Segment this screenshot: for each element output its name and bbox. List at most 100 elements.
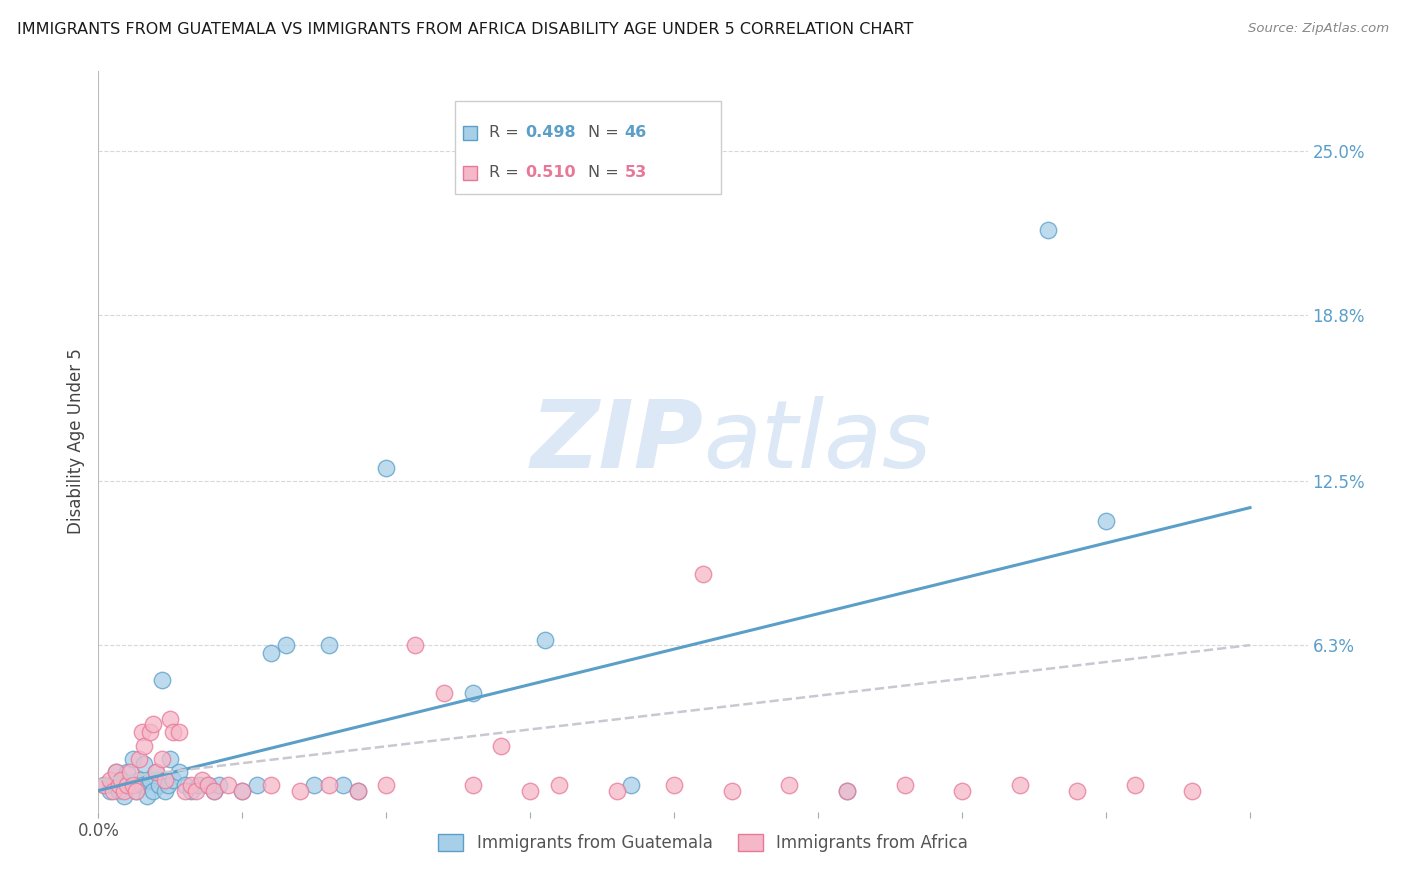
Point [148,778,170,792]
Point [318,778,340,792]
Y-axis label: Disability Age Under 5: Disability Age Under 5 [66,349,84,534]
Text: R =: R = [489,165,524,180]
Point [173,783,195,797]
Point [122,752,145,766]
Point [112,783,135,797]
Point [110,772,132,787]
FancyBboxPatch shape [456,101,721,194]
Point [153,772,176,787]
Point [104,765,127,780]
Point [231,783,253,797]
Point [231,783,253,797]
Text: Source: ZipAtlas.com: Source: ZipAtlas.com [1249,22,1389,36]
Point [128,752,150,766]
Point [159,752,181,766]
Point [893,778,915,792]
Point [156,778,179,792]
Point [197,778,219,792]
Point [835,783,858,797]
Point [150,673,173,687]
Point [110,772,132,787]
Text: R =: R = [489,125,524,140]
Point [98,772,121,787]
Point [186,783,208,797]
Point [346,783,368,797]
Point [461,686,484,700]
Point [274,638,297,652]
Point [101,778,124,792]
Point [139,772,162,787]
Point [202,783,225,797]
Point [202,783,225,797]
Point [98,783,121,797]
Point [950,783,973,797]
Point [136,789,159,803]
Text: atlas: atlas [703,396,931,487]
Point [159,712,181,726]
Point [162,772,184,787]
Point [606,783,628,797]
Point [304,778,326,792]
Point [318,638,340,652]
Point [332,778,354,792]
Point [120,765,142,780]
Point [134,739,156,753]
Point [167,725,190,739]
Text: IMMIGRANTS FROM GUATEMALA VS IMMIGRANTS FROM AFRICA DISABILITY AGE UNDER 5 CORRE: IMMIGRANTS FROM GUATEMALA VS IMMIGRANTS … [17,22,914,37]
Point [260,646,283,660]
Point [1123,778,1146,792]
Point [128,772,150,787]
Point [692,566,714,581]
Point [1008,778,1031,792]
Point [115,778,138,792]
Point [461,778,484,792]
Point [101,783,124,797]
Point [104,765,127,780]
Point [346,783,368,797]
Point [173,778,195,792]
Point [519,783,541,797]
Text: ZIP: ZIP [530,395,703,488]
Text: 53: 53 [624,165,647,180]
Point [134,757,156,772]
Point [1181,783,1204,797]
Text: N =: N = [588,165,624,180]
Point [107,778,129,792]
Point [142,717,165,731]
Point [131,725,153,739]
Point [548,778,571,792]
Point [260,778,283,792]
Legend: Immigrants from Guatemala, Immigrants from Africa: Immigrants from Guatemala, Immigrants fr… [432,828,974,859]
Point [288,783,311,797]
Point [162,725,184,739]
Point [122,778,145,792]
Point [125,783,148,797]
Point [191,772,214,787]
Point [153,783,176,797]
Point [778,778,800,792]
Point [375,778,398,792]
Point [145,765,167,780]
Text: 0.510: 0.510 [526,165,576,180]
Point [208,778,231,792]
Text: 46: 46 [624,125,647,140]
Point [145,765,167,780]
Point [180,778,202,792]
Point [131,778,153,792]
Point [120,778,142,792]
Point [142,783,165,797]
Point [375,461,398,475]
Point [188,778,211,792]
Point [246,778,269,792]
Point [150,752,173,766]
Point [112,789,135,803]
Text: N =: N = [588,125,624,140]
Point [1038,223,1060,237]
Point [433,686,456,700]
Point [167,765,190,780]
Text: 0.498: 0.498 [526,125,576,140]
Point [620,778,643,792]
Point [180,783,202,797]
Point [533,632,555,647]
Point [139,725,162,739]
